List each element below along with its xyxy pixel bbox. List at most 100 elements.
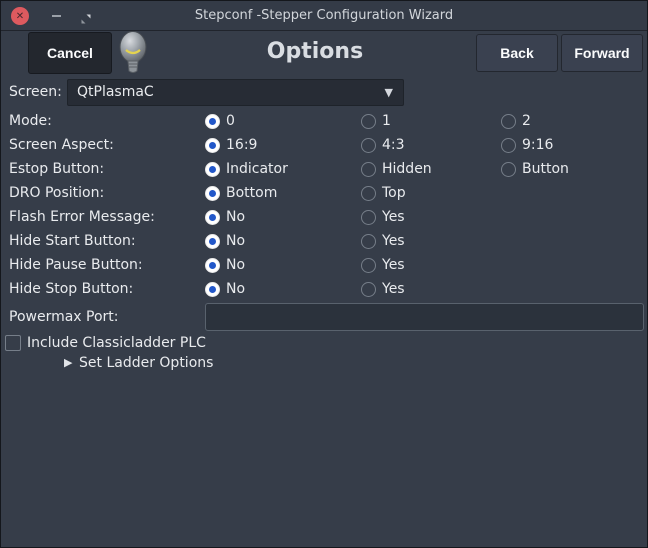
- radio-option-label: No: [226, 209, 246, 225]
- radio-row: Hide Pause Button: No Yes: [1, 253, 647, 277]
- radio-option[interactable]: No: [205, 253, 245, 277]
- screen-row: Screen: QtPlasmaC ▼: [1, 79, 647, 106]
- radio-option[interactable]: 2: [501, 109, 531, 133]
- radio-option[interactable]: Top: [361, 181, 406, 205]
- radio-dot: [209, 165, 216, 173]
- radio-selected-icon[interactable]: [205, 113, 220, 129]
- window-title: Stepconf -Stepper Configuration Wizard: [194, 8, 454, 23]
- radio-option-label: No: [226, 257, 246, 273]
- ladder-options-expander[interactable]: ▶ Set Ladder Options: [1, 354, 647, 372]
- radio-option[interactable]: 0: [205, 109, 235, 133]
- radio-selected-icon[interactable]: [205, 185, 220, 201]
- ladder-options-label: Set Ladder Options: [79, 355, 214, 371]
- classicladder-label: Include Classicladder PLC: [27, 335, 206, 351]
- radio-option[interactable]: Yes: [361, 205, 405, 229]
- radio-option[interactable]: 9:16: [501, 133, 553, 157]
- radio-dot: [209, 189, 216, 197]
- radio-row-label: Hide Pause Button:: [9, 257, 143, 273]
- radio-unselected-icon[interactable]: [361, 137, 376, 153]
- powermax-label: Powermax Port:: [9, 309, 119, 325]
- radio-option-label: Hidden: [382, 161, 432, 177]
- radio-row-label: Mode:: [9, 113, 52, 129]
- radio-selected-icon[interactable]: [205, 233, 220, 249]
- radio-row: Screen Aspect: 16:9 4:3 9:16: [1, 133, 647, 157]
- screen-label: Screen:: [9, 84, 62, 100]
- expander-arrow-icon: ▶: [64, 356, 73, 369]
- radio-option[interactable]: Button: [501, 157, 569, 181]
- radio-selected-icon[interactable]: [205, 209, 220, 225]
- radio-option-label: Bottom: [226, 185, 278, 201]
- radio-option[interactable]: Yes: [361, 277, 405, 301]
- radio-unselected-icon[interactable]: [501, 161, 516, 177]
- radio-row: Mode: 0 1 2: [1, 109, 647, 133]
- lightbulb-icon: [113, 30, 153, 77]
- radio-unselected-icon[interactable]: [361, 257, 376, 273]
- minimize-icon: [51, 15, 61, 17]
- radio-unselected-icon[interactable]: [361, 113, 376, 129]
- radio-row-label: Hide Start Button:: [9, 233, 136, 249]
- radio-unselected-icon[interactable]: [361, 209, 376, 225]
- close-button[interactable]: ✕: [11, 7, 29, 25]
- radio-dot: [209, 213, 216, 221]
- radio-option-label: 0: [226, 113, 235, 129]
- radio-option[interactable]: Hidden: [361, 157, 432, 181]
- radio-row-label: Estop Button:: [9, 161, 105, 177]
- radio-unselected-icon[interactable]: [361, 233, 376, 249]
- radio-option[interactable]: Indicator: [205, 157, 288, 181]
- radio-option-label: 1: [382, 113, 391, 129]
- radio-option[interactable]: No: [205, 277, 245, 301]
- radio-option-label: Yes: [382, 281, 405, 297]
- radio-option-label: 16:9: [226, 137, 258, 153]
- radio-option-label: No: [226, 233, 246, 249]
- radio-option-label: 9:16: [522, 137, 554, 153]
- screen-combobox-value: QtPlasmaC: [77, 84, 154, 100]
- radio-dot: [209, 261, 216, 269]
- cancel-button[interactable]: Cancel: [28, 32, 112, 74]
- radio-option[interactable]: Yes: [361, 229, 405, 253]
- radio-option[interactable]: No: [205, 229, 245, 253]
- titlebar[interactable]: ✕ Stepconf -Stepper Configuration Wizard: [1, 1, 647, 31]
- radio-row: Flash Error Message: No Yes: [1, 205, 647, 229]
- radio-option[interactable]: No: [205, 205, 245, 229]
- restore-button[interactable]: [80, 10, 92, 24]
- classicladder-row: Include Classicladder PLC: [1, 334, 647, 352]
- radio-option-label: Indicator: [226, 161, 288, 177]
- page-title: Options: [266, 39, 364, 64]
- radio-row-label: Hide Stop Button:: [9, 281, 134, 297]
- minimize-button[interactable]: [49, 9, 63, 23]
- chevron-down-icon: ▼: [384, 86, 393, 99]
- radio-row: Hide Stop Button: No Yes: [1, 277, 647, 301]
- radio-dot: [209, 117, 216, 125]
- radio-option[interactable]: 4:3: [361, 133, 405, 157]
- radio-selected-icon[interactable]: [205, 161, 220, 177]
- radio-option-label: 2: [522, 113, 531, 129]
- radio-option[interactable]: Bottom: [205, 181, 277, 205]
- radio-row: DRO Position: Bottom Top: [1, 181, 647, 205]
- close-icon: ✕: [15, 10, 25, 22]
- radio-row: Estop Button: Indicator Hidden Button: [1, 157, 647, 181]
- classicladder-checkbox[interactable]: [5, 335, 21, 351]
- radio-row-label: Screen Aspect:: [9, 137, 114, 153]
- radio-option-label: No: [226, 281, 246, 297]
- restore-icon: [81, 14, 91, 24]
- forward-button[interactable]: Forward: [561, 34, 643, 72]
- radio-unselected-icon[interactable]: [501, 137, 516, 153]
- radio-unselected-icon[interactable]: [361, 281, 376, 297]
- radio-dot: [209, 141, 216, 149]
- radio-option[interactable]: Yes: [361, 253, 405, 277]
- radio-option-label: Yes: [382, 209, 405, 225]
- radio-selected-icon[interactable]: [205, 281, 220, 297]
- powermax-port-input[interactable]: [205, 303, 644, 331]
- radio-option[interactable]: 16:9: [205, 133, 257, 157]
- radio-option-label: Yes: [382, 257, 405, 273]
- radio-unselected-icon[interactable]: [361, 161, 376, 177]
- radio-row-label: DRO Position:: [9, 185, 105, 201]
- screen-combobox[interactable]: QtPlasmaC ▼: [67, 79, 404, 106]
- radio-selected-icon[interactable]: [205, 257, 220, 273]
- radio-unselected-icon[interactable]: [361, 185, 376, 201]
- radio-selected-icon[interactable]: [205, 137, 220, 153]
- radio-unselected-icon[interactable]: [501, 113, 516, 129]
- radio-option[interactable]: 1: [361, 109, 391, 133]
- back-button[interactable]: Back: [476, 34, 558, 72]
